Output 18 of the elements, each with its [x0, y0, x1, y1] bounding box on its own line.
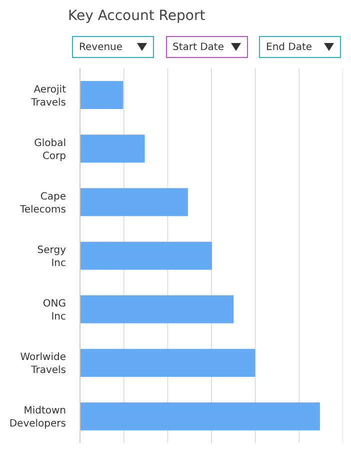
bar — [80, 188, 188, 216]
text: Start Date — [172, 42, 224, 52]
y-tick-label: Aerojit Travels — [30, 84, 66, 108]
y-tick-label: ONG Inc — [42, 298, 66, 323]
y-tick-label: Worlwide Travels — [20, 352, 66, 376]
text: End Date — [266, 42, 312, 52]
y-tick-label: Global Corp — [34, 138, 66, 162]
y-tick-label: Sergy Inc — [37, 245, 66, 269]
y-tick-label: Midtown Developers — [9, 406, 66, 430]
chart-title: Key Account Report — [67, 8, 206, 26]
bar — [80, 81, 124, 109]
bar — [80, 295, 234, 324]
text: Revenue — [79, 42, 123, 52]
bar — [80, 402, 320, 430]
bar — [80, 134, 145, 163]
y-tick-label: Cape Telecoms — [18, 191, 66, 216]
bar — [80, 242, 212, 270]
bar — [80, 348, 256, 377]
